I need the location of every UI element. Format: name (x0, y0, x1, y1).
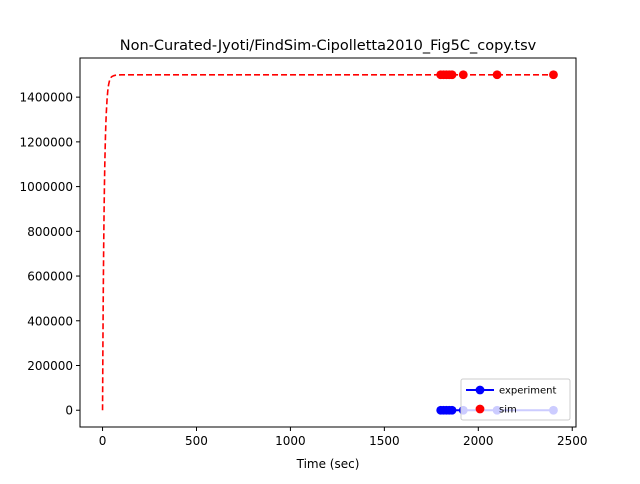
series-layer (101, 70, 558, 415)
x-tick-label: 0 (99, 434, 107, 448)
plot-area (79, 57, 577, 428)
y-axis: 0 200000 400000 600000 800000 1000000 1200000 1… (20, 91, 80, 418)
legend-label-sim: sim (499, 405, 517, 416)
sim-curve-line (101, 73, 554, 411)
sim-point (458, 70, 468, 80)
sim-point (492, 70, 502, 80)
sim-point (447, 70, 457, 80)
y-tick-label: 0 (65, 404, 73, 418)
experiment-point (447, 405, 457, 415)
x-tick-label: 2000 (463, 434, 494, 448)
x-tick-label: 1500 (369, 434, 400, 448)
y-tick-label: 400000 (27, 314, 73, 328)
y-tick-label: 200000 (27, 359, 73, 373)
x-axis: 0 500 1000 1500 2000 2500 (99, 427, 588, 448)
chart-title: Non-Curated-Jyoti/FindSim-Cipolletta2010… (120, 38, 537, 54)
y-tick-label: 600000 (27, 270, 73, 284)
sim-point (549, 70, 558, 80)
y-tick-label: 800000 (27, 225, 73, 239)
x-tick-label: 2500 (557, 434, 588, 448)
legend-marker-sim (475, 404, 485, 414)
x-axis-label: Time (sec) (296, 457, 360, 471)
plot-frame (79, 57, 577, 428)
x-tick-label: 500 (185, 434, 208, 448)
y-tick-label: 1400000 (20, 91, 73, 105)
y-tick-label: 1000000 (20, 180, 73, 194)
legend-marker-experiment (475, 385, 485, 395)
legend-label-experiment: experiment (499, 386, 557, 397)
y-tick-label: 1200000 (20, 135, 73, 149)
x-tick-label: 1000 (275, 434, 306, 448)
legend: experiment sim (460, 378, 571, 421)
